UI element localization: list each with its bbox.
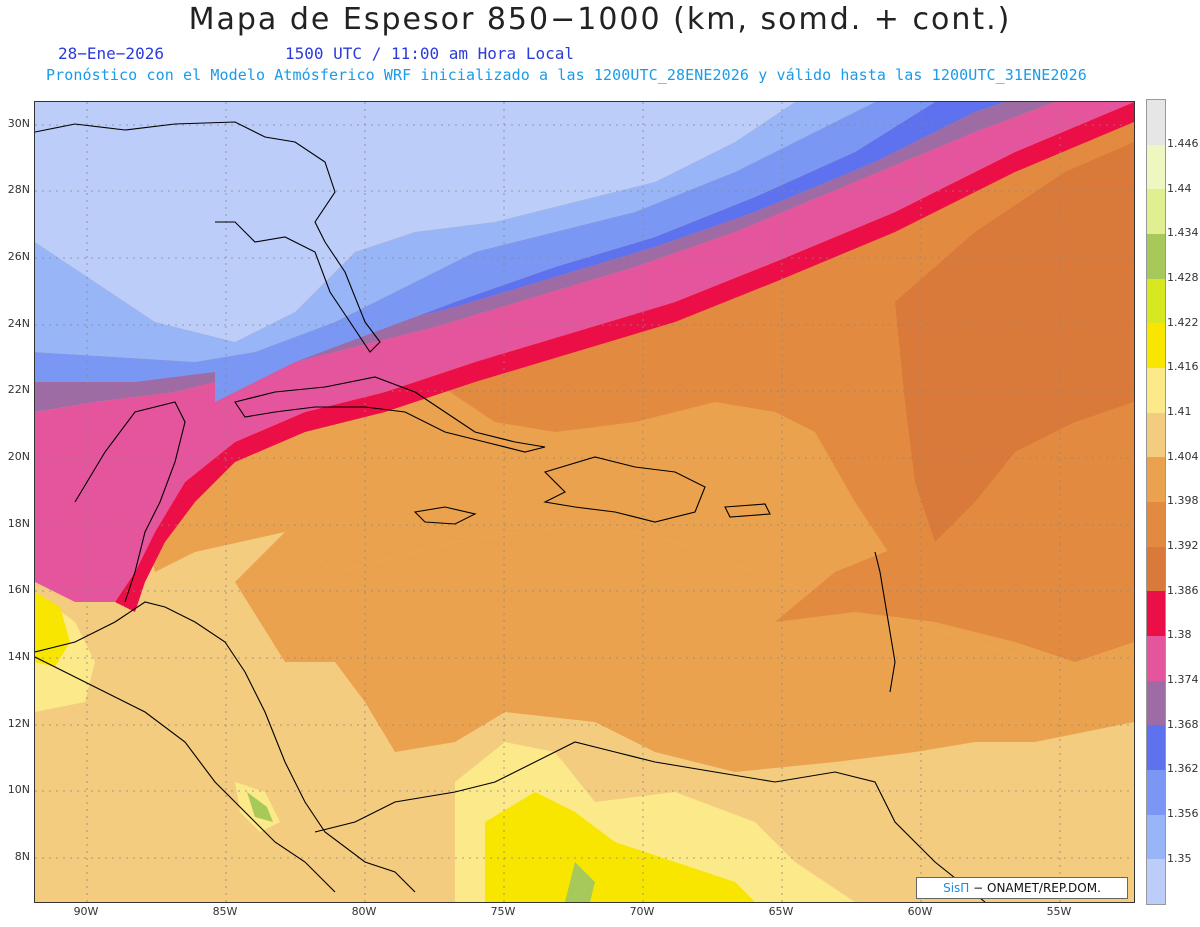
map-title: Mapa de Espesor 850−1000 (km, somd. + co… — [188, 2, 1012, 37]
map-canvas — [35, 102, 1134, 902]
lon-label: 55W — [1046, 905, 1072, 918]
colorbar-swatch — [1147, 636, 1165, 681]
lat-label: 8N — [14, 850, 30, 863]
colorbar-label: 1.362 — [1167, 762, 1199, 775]
lat-label: 14N — [7, 650, 30, 663]
colorbar-swatch — [1147, 145, 1165, 189]
graticule — [35, 102, 1134, 902]
band-1386 — [895, 142, 1134, 542]
lat-label: 30N — [7, 117, 30, 130]
lon-label: 80W — [351, 905, 377, 918]
colorbar-label: 1.44 — [1167, 182, 1192, 195]
colorbar-label: 1.416 — [1167, 360, 1199, 373]
colorbar-label: 1.368 — [1167, 718, 1199, 731]
band-1428-patch — [565, 862, 595, 902]
colorbar-label: 1.428 — [1167, 271, 1199, 284]
colorbar-swatch — [1147, 859, 1165, 904]
colorbar-swatch — [1147, 725, 1165, 770]
colorbar-label: 1.392 — [1167, 539, 1199, 552]
lon-label: 85W — [212, 905, 238, 918]
colorbar-swatch — [1147, 815, 1165, 859]
lon-label: 60W — [907, 905, 933, 918]
lat-label: 16N — [7, 583, 30, 596]
colorbar-label: 1.422 — [1167, 316, 1199, 329]
colorbar-swatch — [1147, 457, 1165, 502]
forecast-date: 28−Ene−2026 — [58, 44, 164, 63]
colorbar — [1146, 99, 1166, 905]
colorbar-label: 1.374 — [1167, 673, 1199, 686]
colorbar-label: 1.38 — [1167, 628, 1192, 641]
band-1356 — [35, 102, 935, 402]
band-1398-lower — [235, 522, 1134, 772]
lat-label: 12N — [7, 717, 30, 730]
band-below-1350 — [35, 102, 795, 342]
lat-label: 26N — [7, 250, 30, 263]
lon-label: 90W — [73, 905, 99, 918]
credit-brand: SisΠ — [943, 881, 970, 895]
colorbar-label: 1.398 — [1167, 494, 1199, 507]
band-1428-costarica — [247, 792, 273, 822]
colorbar-swatch — [1147, 279, 1165, 323]
credit-text: − ONAMET/REP.DOM. — [969, 881, 1101, 895]
forecast-time: 1500 UTC / 11:00 am Hora Local — [285, 44, 574, 63]
band-1416-south — [485, 792, 755, 902]
colorbar-label: 1.41 — [1167, 405, 1192, 418]
colorbar-swatch — [1147, 547, 1165, 591]
lat-label: 10N — [7, 783, 30, 796]
colorbar-swatch — [1147, 413, 1165, 457]
colorbar-swatch — [1147, 234, 1165, 279]
thickness-map — [34, 101, 1135, 903]
credit-box: SisΠ − ONAMET/REP.DOM. — [916, 877, 1128, 899]
colorbar-swatch — [1147, 100, 1165, 145]
colorbar-label: 1.386 — [1167, 584, 1199, 597]
band-1374 — [35, 102, 1134, 602]
lat-label: 20N — [7, 450, 30, 463]
colorbar-label: 1.35 — [1167, 852, 1192, 865]
band-1350 — [35, 102, 875, 362]
lat-label: 22N — [7, 383, 30, 396]
band-1392-east — [775, 402, 1134, 662]
colorbar-swatch — [1147, 502, 1165, 547]
colorbar-swatch — [1147, 770, 1165, 815]
colorbar-swatch — [1147, 368, 1165, 413]
lat-label: 28N — [7, 183, 30, 196]
band-1380 — [115, 102, 1134, 612]
lon-label: 70W — [629, 905, 655, 918]
colorbar-label: 1.404 — [1167, 450, 1199, 463]
colorbar-label: 1.446 — [1167, 137, 1199, 150]
colorbar-swatch — [1147, 681, 1165, 725]
lat-label: 24N — [7, 317, 30, 330]
colorbar-label: 1.434 — [1167, 226, 1199, 239]
colorbar-swatch — [1147, 591, 1165, 636]
band-1416-west — [35, 592, 70, 667]
lat-label: 18N — [7, 517, 30, 530]
lon-label: 65W — [768, 905, 794, 918]
band-1362 — [215, 102, 1005, 402]
colorbar-swatch — [1147, 323, 1165, 368]
colorbar-label: 1.356 — [1167, 807, 1199, 820]
coastlines — [35, 121, 986, 902]
model-description: Pronóstico con el Modelo Atmósferico WRF… — [46, 66, 1087, 84]
colorbar-swatch — [1147, 189, 1165, 234]
lon-label: 75W — [490, 905, 516, 918]
